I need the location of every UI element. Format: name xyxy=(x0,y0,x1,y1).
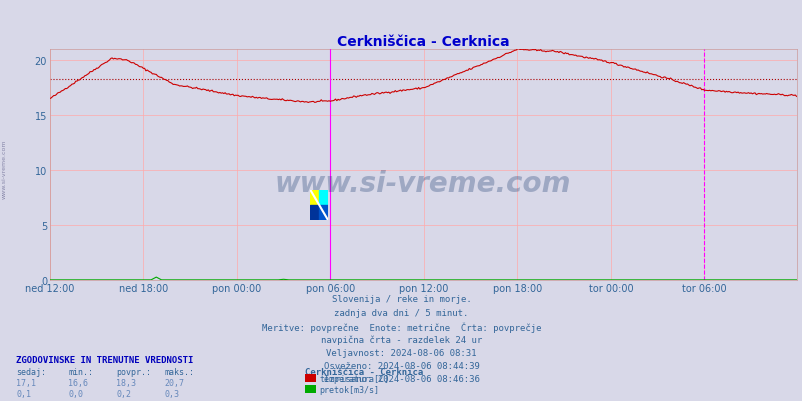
Text: Slovenija / reke in morje.: Slovenija / reke in morje. xyxy=(331,295,471,304)
Bar xyxy=(310,205,318,220)
Text: temperatura[C]: temperatura[C] xyxy=(319,374,389,383)
Text: sedaj:: sedaj: xyxy=(16,367,46,376)
Text: 16,6: 16,6 xyxy=(68,378,88,387)
Text: min.:: min.: xyxy=(68,367,93,376)
Text: Veljavnost: 2024-08-06 08:31: Veljavnost: 2024-08-06 08:31 xyxy=(326,348,476,356)
Bar xyxy=(310,190,318,205)
Text: navpična črta - razdelek 24 ur: navpična črta - razdelek 24 ur xyxy=(321,334,481,344)
Text: 17,1: 17,1 xyxy=(16,378,36,387)
Text: maks.:: maks.: xyxy=(164,367,194,376)
Title: Cerkniščica - Cerknica: Cerkniščica - Cerknica xyxy=(337,35,508,49)
Text: 0,2: 0,2 xyxy=(116,389,132,398)
Text: Izrisano: 2024-08-06 08:46:36: Izrisano: 2024-08-06 08:46:36 xyxy=(323,374,479,383)
Bar xyxy=(318,190,327,205)
Text: povpr.:: povpr.: xyxy=(116,367,152,376)
Text: ZGODOVINSKE IN TRENUTNE VREDNOSTI: ZGODOVINSKE IN TRENUTNE VREDNOSTI xyxy=(16,355,193,364)
Text: 0,1: 0,1 xyxy=(16,389,31,398)
Text: 0,0: 0,0 xyxy=(68,389,83,398)
Text: Meritve: povprečne  Enote: metrične  Črta: povprečje: Meritve: povprečne Enote: metrične Črta:… xyxy=(261,321,541,332)
Text: pretok[m3/s]: pretok[m3/s] xyxy=(319,385,379,394)
Text: Cerkniščica - Cerknica: Cerkniščica - Cerknica xyxy=(305,367,423,376)
Text: 18,3: 18,3 xyxy=(116,378,136,387)
Text: www.si-vreme.com: www.si-vreme.com xyxy=(274,170,571,198)
Text: 20,7: 20,7 xyxy=(164,378,184,387)
Text: zadnja dva dni / 5 minut.: zadnja dva dni / 5 minut. xyxy=(334,308,468,317)
Bar xyxy=(318,205,327,220)
Text: 0,3: 0,3 xyxy=(164,389,180,398)
Text: www.si-vreme.com: www.si-vreme.com xyxy=(2,139,6,198)
Text: Osveženo: 2024-08-06 08:44:39: Osveženo: 2024-08-06 08:44:39 xyxy=(323,361,479,370)
